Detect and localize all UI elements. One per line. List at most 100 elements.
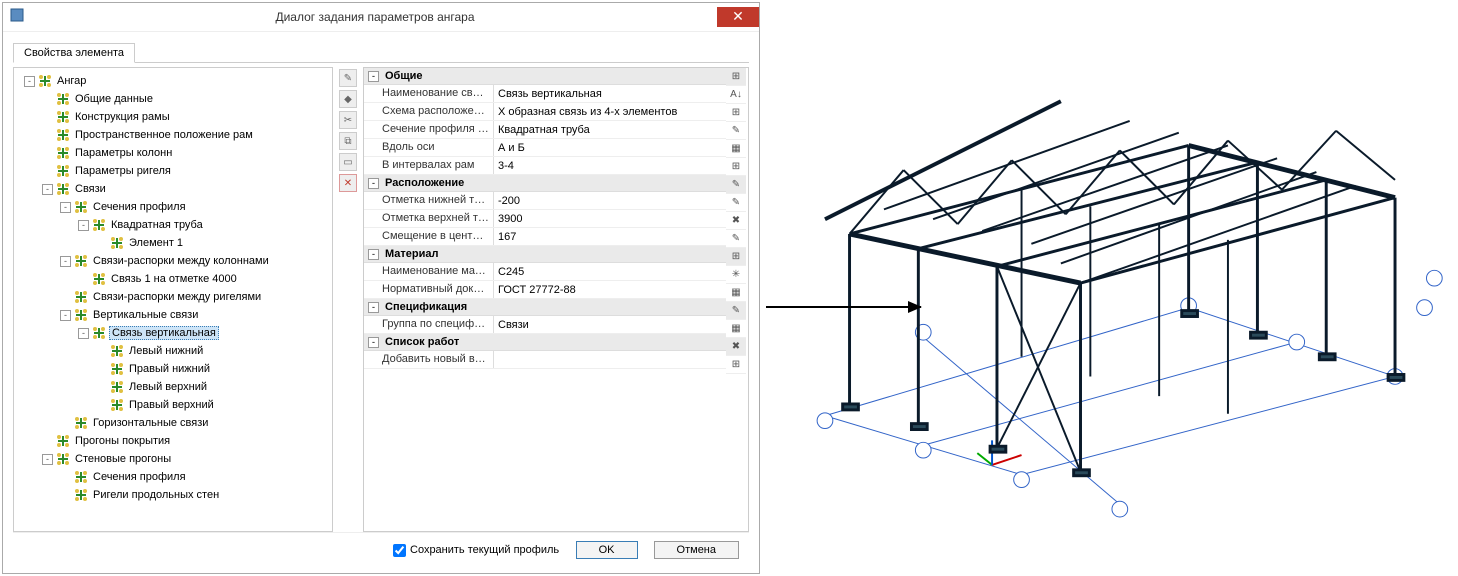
property-group-header[interactable]: -Список работ <box>364 334 726 351</box>
copy-icon[interactable]: ⧉ <box>339 132 357 150</box>
property-action-icon[interactable]: ✎ <box>726 122 746 140</box>
tree-node[interactable]: Связи-распорки между ригелями <box>16 288 330 306</box>
save-profile-label: Сохранить текущий профиль <box>410 544 559 556</box>
property-value-input[interactable] <box>494 263 726 280</box>
property-action-icon[interactable]: ⊞ <box>726 68 746 86</box>
property-action-icon[interactable]: ⊞ <box>726 356 746 374</box>
property-group-header[interactable]: -Общие <box>364 68 726 85</box>
tool-icon[interactable]: ✂ <box>339 111 357 129</box>
tree-toggle <box>60 490 71 501</box>
tree-node[interactable]: Общие данные <box>16 90 330 108</box>
property-action-icon[interactable]: ⊞ <box>726 158 746 176</box>
ok-button[interactable]: OK <box>576 541 638 559</box>
property-label: Отметка верхней точки ... <box>364 210 494 227</box>
tree-node-label: Прогоны покрытия <box>73 435 172 447</box>
tree-node[interactable]: - Стеновые прогоны <box>16 450 330 468</box>
tree-node[interactable]: Сечения профиля <box>16 468 330 486</box>
property-action-icon[interactable]: ▦ <box>726 140 746 158</box>
tree-node[interactable]: -Вертикальные связи <box>16 306 330 324</box>
property-value-input[interactable] <box>494 210 726 227</box>
node-plus-icon <box>110 344 124 358</box>
delete-icon[interactable]: ✕ <box>339 174 357 192</box>
tree-node[interactable]: -Сечения профиля <box>16 198 330 216</box>
property-row: Группа по спецификации <box>364 316 726 334</box>
tree-toggle[interactable]: - <box>78 220 89 231</box>
group-collapse-icon[interactable]: - <box>368 302 379 313</box>
tool-icon[interactable]: ◆ <box>339 90 357 108</box>
group-collapse-icon[interactable]: - <box>368 71 379 82</box>
property-value-input[interactable] <box>494 281 726 298</box>
tool-icon[interactable]: ✎ <box>339 69 357 87</box>
property-value-input[interactable] <box>494 316 726 333</box>
tree-pane[interactable]: -АнгарОбщие данныеКонструкция рамыПростр… <box>13 67 333 532</box>
property-value-input[interactable] <box>494 192 726 209</box>
tree-toggle[interactable]: - <box>24 76 35 87</box>
property-action-icon[interactable]: ▦ <box>726 284 746 302</box>
tree-node[interactable]: Связь 1 на отметке 4000 <box>16 270 330 288</box>
tree-node[interactable]: Элемент 1 <box>16 234 330 252</box>
property-value-input[interactable] <box>494 103 726 120</box>
property-action-icon[interactable]: ✎ <box>726 194 746 212</box>
tab-properties[interactable]: Свойства элемента <box>13 43 135 63</box>
tree-node[interactable]: Конструкция рамы <box>16 108 330 126</box>
save-profile-checkbox[interactable]: Сохранить текущий профиль <box>393 544 559 557</box>
property-action-icon[interactable]: ✖ <box>726 338 746 356</box>
tree-toggle[interactable]: - <box>78 328 89 339</box>
tree-node[interactable]: Пространственное положение рам <box>16 126 330 144</box>
node-plus-icon <box>74 308 88 322</box>
tree-node[interactable]: Параметры колонн <box>16 144 330 162</box>
tree-node[interactable]: Правый верхний <box>16 396 330 414</box>
tree-node[interactable]: Левый верхний <box>16 378 330 396</box>
tree-node[interactable]: -Связь вертикальная <box>16 324 330 342</box>
cancel-button[interactable]: Отмена <box>654 541 739 559</box>
property-action-icon[interactable]: ⊞ <box>726 104 746 122</box>
property-label: Наименование материа... <box>364 263 494 280</box>
property-action-icon[interactable]: ✎ <box>726 230 746 248</box>
property-group-header[interactable]: -Расположение <box>364 175 726 192</box>
tree-node[interactable]: Параметры ригеля <box>16 162 330 180</box>
tree-node[interactable]: - Связи <box>16 180 330 198</box>
property-label: Схема расположения э... <box>364 103 494 120</box>
property-value-input[interactable] <box>494 228 726 245</box>
node-plus-icon <box>56 164 70 178</box>
close-button[interactable]: ✕ <box>717 7 759 27</box>
tree-node-label: Связи <box>73 183 108 195</box>
tree-toggle[interactable]: - <box>42 454 53 465</box>
property-row: Схема расположения э... <box>364 103 726 121</box>
property-action-icon[interactable]: ✖ <box>726 212 746 230</box>
property-action-icon[interactable]: ⊞ <box>726 248 746 266</box>
property-value-input[interactable] <box>494 157 726 174</box>
property-action-icon[interactable]: A↓ <box>726 86 746 104</box>
node-plus-icon <box>74 200 88 214</box>
property-action-icon[interactable]: ✳ <box>726 266 746 284</box>
tree-node[interactable]: Левый нижний <box>16 342 330 360</box>
property-value-input[interactable] <box>494 121 726 138</box>
tree-node[interactable]: Горизонтальные связи <box>16 414 330 432</box>
property-value-input[interactable] <box>494 139 726 156</box>
tree-node-label: Стеновые прогоны <box>73 453 173 465</box>
tree-node[interactable]: -Квадратная труба <box>16 216 330 234</box>
property-group-header[interactable]: -Материал <box>364 246 726 263</box>
tree-node[interactable]: - Связи-распорки между колоннами <box>16 252 330 270</box>
tool-icon[interactable]: ▭ <box>339 153 357 171</box>
property-value-input[interactable] <box>494 351 726 368</box>
property-group-header[interactable]: -Спецификация <box>364 299 726 316</box>
tree-toggle[interactable]: - <box>60 310 71 321</box>
tree-toggle[interactable]: - <box>42 184 53 195</box>
property-action-icon[interactable]: ✎ <box>726 302 746 320</box>
group-collapse-icon[interactable]: - <box>368 178 379 189</box>
property-action-icon[interactable]: ▦ <box>726 320 746 338</box>
tree-node[interactable]: Ригели продольных стен <box>16 486 330 504</box>
property-value-input[interactable] <box>494 85 726 102</box>
save-profile-input[interactable] <box>393 544 406 557</box>
group-collapse-icon[interactable]: - <box>368 249 379 260</box>
tree-toggle[interactable]: - <box>60 256 71 267</box>
property-action-icon[interactable]: ✎ <box>726 176 746 194</box>
tree-node-label: Связи-распорки между колоннами <box>91 255 271 267</box>
tree-node[interactable]: -Ангар <box>16 72 330 90</box>
group-collapse-icon[interactable]: - <box>368 337 379 348</box>
tree-node[interactable]: Правый нижний <box>16 360 330 378</box>
node-plus-icon <box>92 326 106 340</box>
tree-toggle[interactable]: - <box>60 202 71 213</box>
tree-node[interactable]: Прогоны покрытия <box>16 432 330 450</box>
